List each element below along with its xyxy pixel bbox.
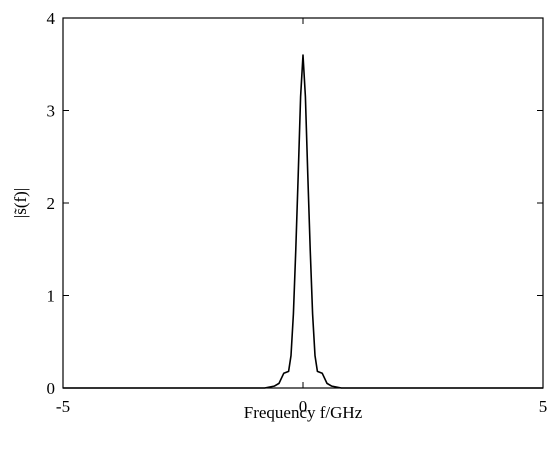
plot-area bbox=[62, 17, 544, 389]
series-line bbox=[63, 54, 543, 389]
y-tick-label: 4 bbox=[47, 9, 56, 28]
x-tick-label: 5 bbox=[539, 397, 548, 416]
series-group bbox=[63, 54, 543, 389]
y-axis-ticks: 0 1 2 3 4 bbox=[47, 9, 543, 398]
x-tick-label: 0 bbox=[299, 397, 308, 416]
x-axis-ticks: -5 0 5 bbox=[56, 18, 547, 416]
x-tick-label: -5 bbox=[56, 397, 70, 416]
x-axis-label: Frequency f/GHz bbox=[244, 403, 363, 422]
y-tick-label: 2 bbox=[47, 194, 56, 213]
y-tick-label: 1 bbox=[47, 287, 56, 306]
y-axis-label: |s̃(f)| bbox=[11, 188, 30, 218]
y-tick-label: 0 bbox=[47, 379, 56, 398]
y-tick-label: 3 bbox=[47, 102, 56, 121]
